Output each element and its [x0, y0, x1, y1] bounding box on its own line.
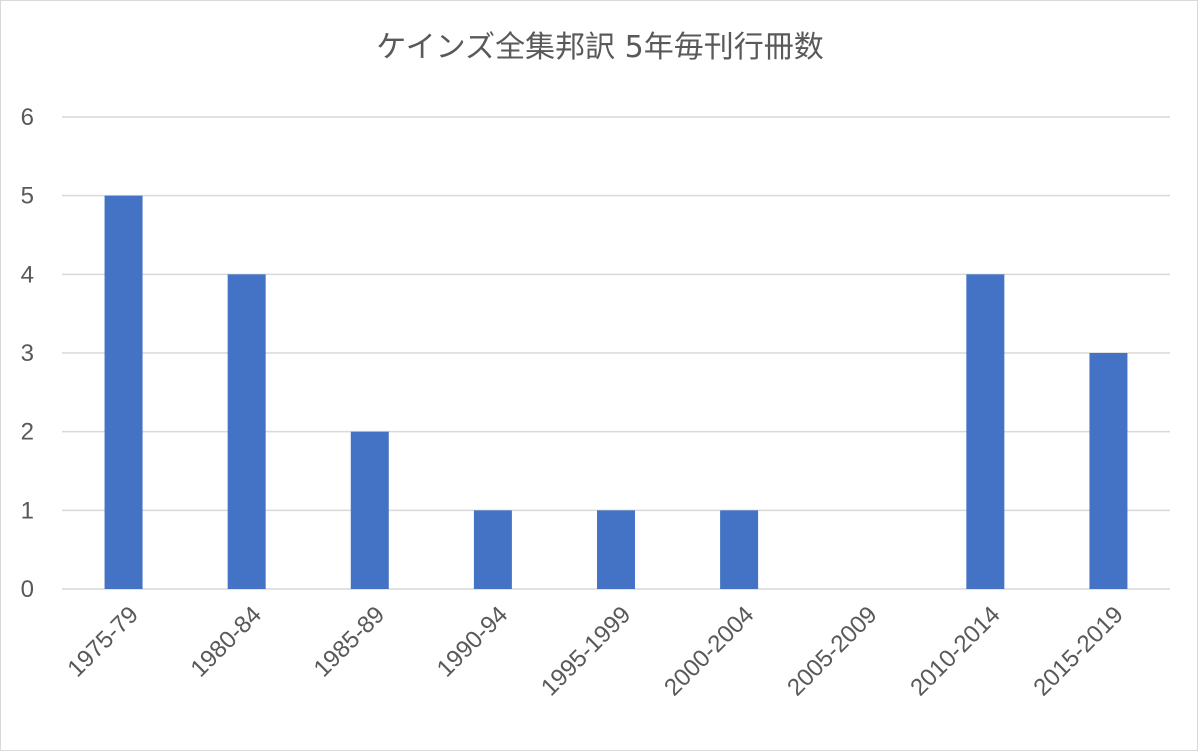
bars	[104, 195, 1128, 589]
y-tick-label: 6	[21, 104, 34, 131]
chart-title: ケインズ全集邦訳 5年毎刊行冊数	[376, 30, 824, 65]
bar	[104, 195, 143, 589]
y-tick-label: 0	[21, 576, 34, 603]
y-tick-label: 5	[21, 183, 34, 210]
x-tick-label: 2010-2014	[905, 601, 1005, 701]
y-tick-label: 3	[21, 340, 34, 367]
x-axis-ticks: 1975-79 1980-84 1985-89 1990-94 1995-1999 200…	[62, 601, 1128, 701]
x-tick-label: 2000-2004	[659, 601, 759, 701]
y-axis-ticks: 0 1 2 3 4 5 6	[21, 104, 34, 603]
x-tick-label: 2015-2019	[1028, 601, 1128, 701]
x-tick-label: 1985-89	[309, 601, 390, 682]
bar	[227, 274, 266, 589]
y-tick-label: 2	[21, 419, 34, 446]
bar	[966, 274, 1005, 589]
bar	[597, 510, 635, 589]
x-tick-label: 1975-79	[62, 601, 143, 682]
x-tick-label: 1995-1999	[536, 601, 636, 701]
x-tick-label: 2005-2009	[782, 601, 882, 701]
x-tick-label: 1990-94	[432, 601, 513, 682]
y-tick-label: 1	[21, 497, 34, 524]
bar	[720, 510, 759, 589]
bar	[1089, 353, 1128, 589]
bar	[350, 431, 389, 589]
bar	[473, 510, 512, 589]
x-tick-label: 1980-84	[186, 601, 267, 682]
y-tick-label: 4	[21, 261, 34, 288]
